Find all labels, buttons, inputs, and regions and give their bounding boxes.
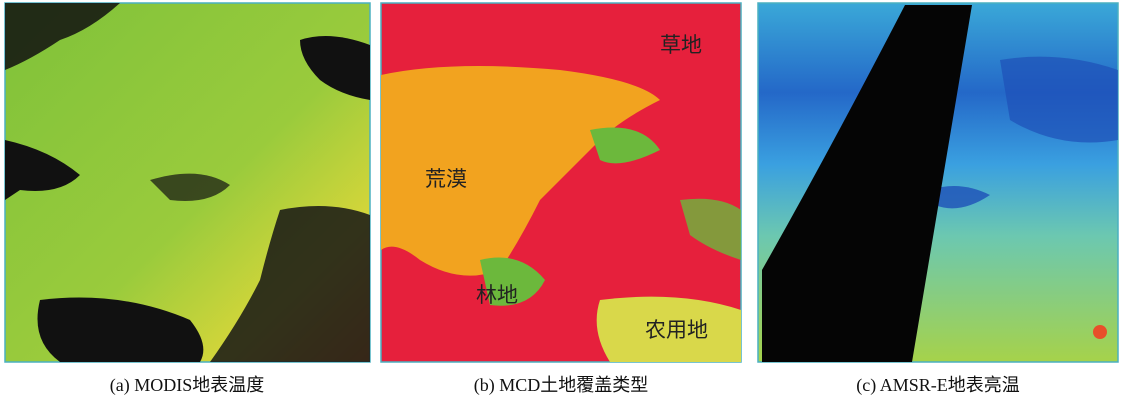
nodata-patch [5, 3, 120, 70]
panel-a [4, 2, 371, 363]
region-label: 荒漠 [425, 167, 467, 191]
forest-area [480, 257, 545, 306]
nodata-patch [300, 36, 370, 100]
nodata-patch [150, 173, 230, 201]
panel-c [757, 2, 1119, 363]
forest-area [680, 198, 741, 260]
nodata-patch [37, 297, 204, 362]
desert-area [381, 66, 660, 276]
caption: (b) MCD土地覆盖类型 [474, 375, 649, 396]
region-label: 草地 [660, 33, 702, 57]
region-label: 农用地 [645, 318, 708, 342]
region-label: 林地 [476, 283, 518, 307]
cold-area [1000, 56, 1118, 143]
hot-spot [1093, 325, 1107, 339]
caption: (a) MODIS地表温度 [110, 375, 265, 396]
nodata-patch [210, 206, 370, 362]
nodata-patch [5, 140, 80, 200]
farmland-area [596, 296, 741, 362]
caption: (c) AMSR-E地表亮温 [856, 375, 1020, 396]
cold-area [930, 186, 990, 209]
forest-area [590, 127, 660, 164]
panel-b: 草地 荒漠 林地 农用地 [380, 2, 742, 363]
swath-gap [762, 5, 972, 362]
